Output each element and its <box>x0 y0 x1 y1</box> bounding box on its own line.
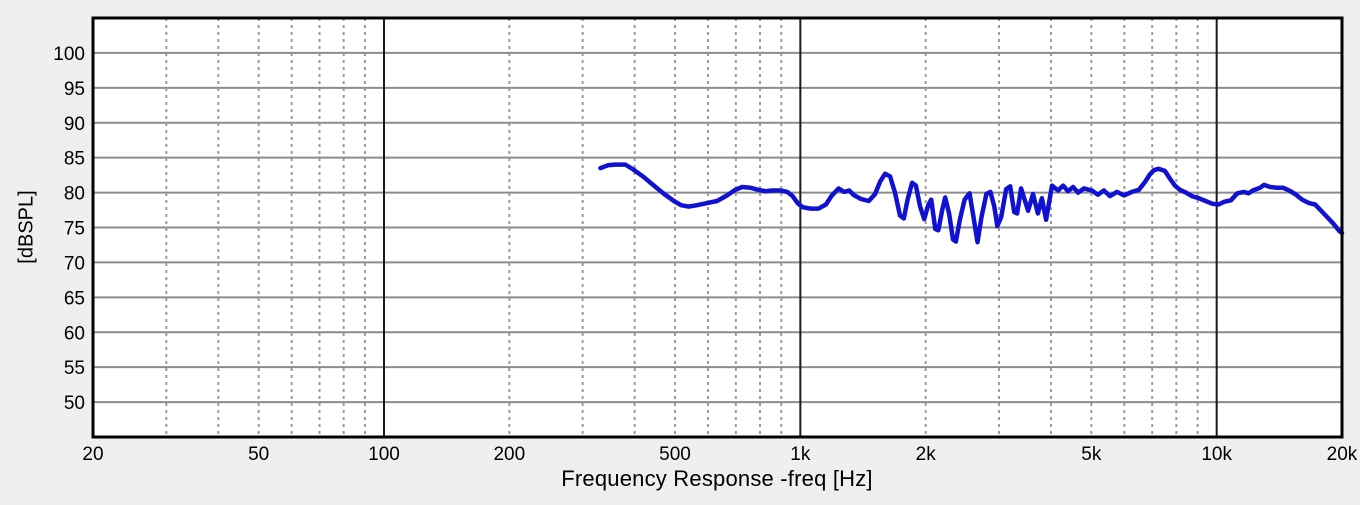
y-tick-label: 80 <box>64 184 85 205</box>
x-tick-label: 5k <box>1081 444 1102 465</box>
y-tick-label: 100 <box>53 44 85 65</box>
y-tick-label: 50 <box>64 393 85 414</box>
x-axis-title: Frequency Response -freq [Hz] <box>561 466 873 491</box>
x-tick-label: 20 <box>82 444 103 465</box>
x-tick-label: 50 <box>248 444 269 465</box>
x-tick-label: 500 <box>659 444 691 465</box>
x-tick-label: 20k <box>1327 444 1358 465</box>
y-tick-label: 70 <box>64 253 85 274</box>
y-tick-label: 90 <box>64 114 85 135</box>
y-tick-label: 95 <box>64 79 85 100</box>
y-tick-label: 75 <box>64 219 85 240</box>
y-tick-label: 65 <box>64 288 85 309</box>
y-axis-title: [dBSPL] <box>15 190 38 264</box>
x-tick-label: 100 <box>368 444 400 465</box>
x-tick-label: 10k <box>1201 444 1232 465</box>
y-tick-label: 60 <box>64 323 85 344</box>
y-tick-label: 55 <box>64 358 85 379</box>
x-tick-label: 1k <box>790 444 811 465</box>
series-frequency-response <box>598 162 1345 245</box>
plot-border <box>91 16 1344 439</box>
y-tick-label: 85 <box>64 149 85 170</box>
x-tick-label: 200 <box>493 444 525 465</box>
x-tick-label: 2k <box>916 444 937 465</box>
